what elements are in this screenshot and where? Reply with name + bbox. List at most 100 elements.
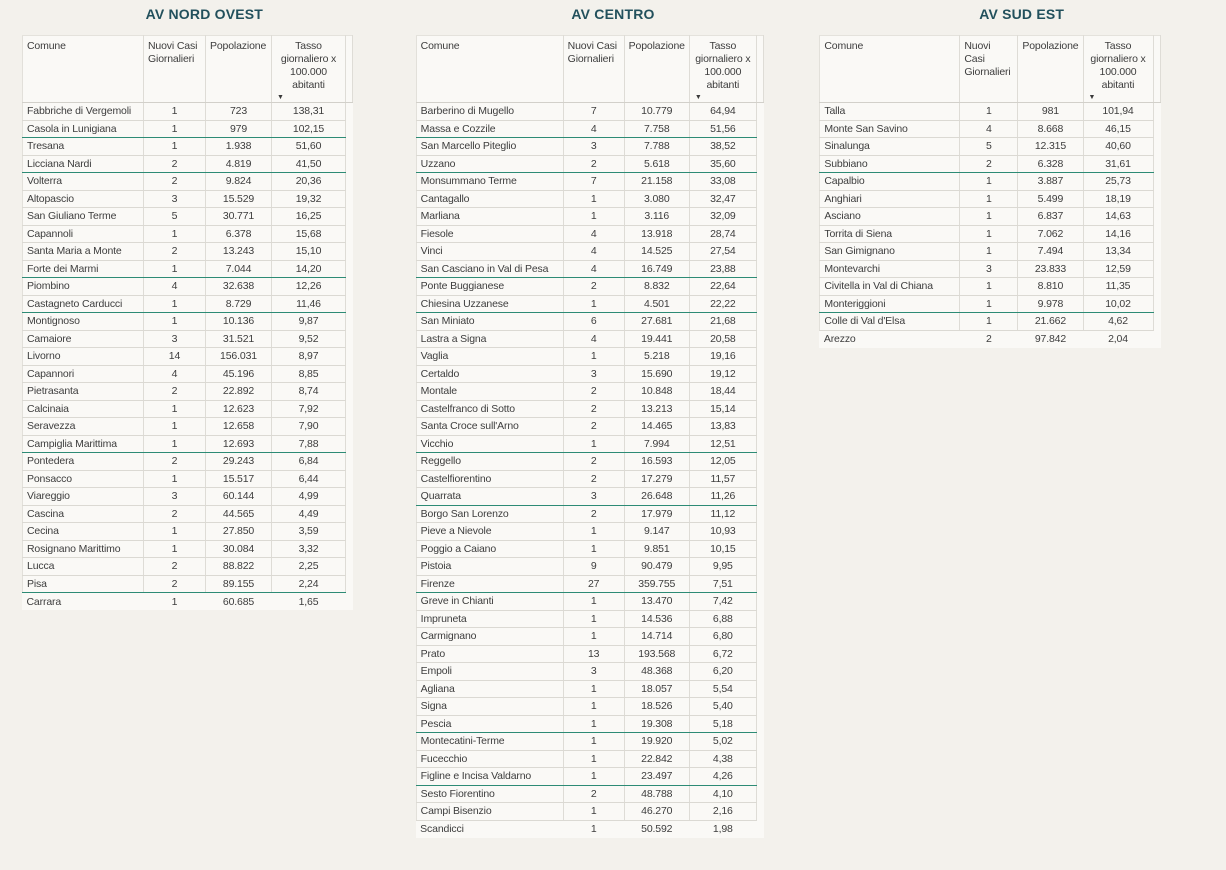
column-header-popolazione[interactable]: Popolazione <box>1017 35 1084 103</box>
table-row[interactable]: Signa 1 18.526 5,40 <box>415 697 763 716</box>
table-row[interactable]: Lucca 2 88.822 2,25 <box>22 557 353 576</box>
table-row[interactable]: Chiesina Uzzanese 1 4.501 22,22 <box>415 295 763 313</box>
table-row[interactable]: Montignoso 1 10.136 9,87 <box>22 312 353 331</box>
table-row[interactable]: Lastra a Signa 4 19.441 20,58 <box>415 330 763 348</box>
table-row[interactable]: Marliana 1 3.116 32,09 <box>415 207 763 226</box>
table-row[interactable]: Pieve a Nievole 1 9.147 10,93 <box>415 522 763 541</box>
table-row[interactable]: Monsummano Terme 7 21.158 33,08 <box>415 172 763 191</box>
table-row[interactable]: San Gimignano 1 7.494 13,34 <box>819 242 1160 261</box>
table-row[interactable]: Vaglia 1 5.218 19,16 <box>415 347 763 366</box>
sort-descending-icon[interactable]: ▼ <box>1088 94 1096 101</box>
table-row[interactable]: Montevarchi 3 23.833 12,59 <box>819 260 1160 278</box>
table-row[interactable]: Fabbriche di Vergemoli 1 723 138,31 <box>22 102 353 121</box>
table-row[interactable]: Ponte Buggianese 2 8.832 22,64 <box>415 277 763 296</box>
table-row[interactable]: Montale 2 10.848 18,44 <box>415 382 763 401</box>
table-row[interactable]: Campiglia Marittima 1 12.693 7,88 <box>22 435 353 453</box>
column-header-tasso[interactable]: Tasso giornaliero x 100.000 abitanti ▼ <box>1083 35 1154 103</box>
table-row[interactable]: Livorno 14 156.031 8,97 <box>22 347 353 366</box>
table-row[interactable]: Firenze 27 359.755 7,51 <box>415 575 763 593</box>
sort-descending-icon[interactable]: ▼ <box>277 94 284 101</box>
table-row[interactable]: Carrara 1 60.685 1,65 <box>23 593 353 611</box>
table-row[interactable]: Casola in Lunigiana 1 979 102,15 <box>22 120 353 138</box>
table-row[interactable]: Anghiari 1 5.499 18,19 <box>819 190 1160 208</box>
table-row[interactable]: Pistoia 9 90.479 9,95 <box>415 557 763 576</box>
column-header-comune[interactable]: Comune <box>415 35 564 103</box>
table-row[interactable]: Colle di Val d'Elsa 1 21.662 4,62 <box>819 312 1160 331</box>
table-row[interactable]: Vicchio 1 7.994 12,51 <box>415 435 763 453</box>
table-row[interactable]: San Marcello Piteglio 3 7.788 38,52 <box>415 137 763 156</box>
table-row[interactable]: Campi Bisenzio 1 46.270 2,16 <box>415 802 763 821</box>
table-row[interactable]: Carmignano 1 14.714 6,80 <box>415 627 763 646</box>
table-row[interactable]: Pescia 1 19.308 5,18 <box>415 715 763 733</box>
table-row[interactable]: Capalbio 1 3.887 25,73 <box>819 172 1160 191</box>
table-row[interactable]: Castelfranco di Sotto 2 13.213 15,14 <box>415 400 763 418</box>
column-header-nuovi-casi[interactable]: Nuovi Casi Giornalieri <box>959 35 1019 103</box>
table-row[interactable]: Talla 1 981 101,94 <box>819 102 1160 121</box>
table-row[interactable]: Cantagallo 1 3.080 32,47 <box>415 190 763 208</box>
table-row[interactable]: Cecina 1 27.850 3,59 <box>22 522 353 541</box>
table-row[interactable]: San Miniato 6 27.681 21,68 <box>415 312 763 331</box>
table-row[interactable]: Pontedera 2 29.243 6,84 <box>22 452 353 471</box>
table-row[interactable]: Poggio a Caiano 1 9.851 10,15 <box>415 540 763 558</box>
table-row[interactable]: Viareggio 3 60.144 4,99 <box>22 487 353 506</box>
table-row[interactable]: Fiesole 4 13.918 28,74 <box>415 225 763 243</box>
table-row[interactable]: Cascina 2 44.565 4,49 <box>22 505 353 523</box>
table-row[interactable]: Fucecchio 1 22.842 4,38 <box>415 750 763 768</box>
column-header-popolazione[interactable]: Popolazione <box>205 35 272 103</box>
table-row[interactable]: Castagneto Carducci 1 8.729 11,46 <box>22 295 353 313</box>
column-header-tasso[interactable]: Tasso giornaliero x 100.000 abitanti ▼ <box>271 35 346 103</box>
table-row[interactable]: Piombino 4 32.638 12,26 <box>22 277 353 296</box>
table-row[interactable]: Impruneta 1 14.536 6,88 <box>415 610 763 628</box>
table-row[interactable]: Monteriggioni 1 9.978 10,02 <box>819 295 1160 313</box>
table-row[interactable]: Barberino di Mugello 7 10.779 64,94 <box>415 102 763 121</box>
table-row[interactable]: Seravezza 1 12.658 7,90 <box>22 417 353 436</box>
table-row[interactable]: Ponsacco 1 15.517 6,44 <box>22 470 353 488</box>
table-row[interactable]: Uzzano 2 5.618 35,60 <box>415 155 763 173</box>
table-row[interactable]: Reggello 2 16.593 12,05 <box>415 452 763 471</box>
column-header-comune[interactable]: Comune <box>22 35 144 103</box>
table-row[interactable]: Santa Maria a Monte 2 13.243 15,10 <box>22 242 353 261</box>
column-header-nuovi-casi[interactable]: Nuovi Casi Giornalieri <box>143 35 206 103</box>
column-header-tasso[interactable]: Tasso giornaliero x 100.000 abitanti ▼ <box>689 35 757 103</box>
table-row[interactable]: Capannoli 1 6.378 15,68 <box>22 225 353 243</box>
table-row[interactable]: Torrita di Siena 1 7.062 14,16 <box>819 225 1160 243</box>
table-row[interactable]: Capannori 4 45.196 8,85 <box>22 365 353 383</box>
table-row[interactable]: Calcinaia 1 12.623 7,92 <box>22 400 353 418</box>
table-row[interactable]: Agliana 1 18.057 5,54 <box>415 680 763 698</box>
table-row[interactable]: Figline e Incisa Valdarno 1 23.497 4,26 <box>415 767 763 786</box>
table-row[interactable]: Vinci 4 14.525 27,54 <box>415 242 763 261</box>
table-row[interactable]: Camaiore 3 31.521 9,52 <box>22 330 353 348</box>
table-row[interactable]: Quarrata 3 26.648 11,26 <box>415 487 763 506</box>
table-row[interactable]: Empoli 3 48.368 6,20 <box>415 662 763 681</box>
table-row[interactable]: Borgo San Lorenzo 2 17.979 11,12 <box>415 505 763 523</box>
table-row[interactable]: Altopascio 3 15.529 19,32 <box>22 190 353 208</box>
table-row[interactable]: Licciana Nardi 2 4.819 41,50 <box>22 155 353 173</box>
sort-descending-icon[interactable]: ▼ <box>694 94 702 101</box>
table-row[interactable]: Scandicci 1 50.592 1,98 <box>416 820 763 838</box>
table-row[interactable]: Civitella in Val di Chiana 1 8.810 11,35 <box>819 277 1160 296</box>
table-row[interactable]: San Giuliano Terme 5 30.771 16,25 <box>22 207 353 226</box>
column-header-nuovi-casi[interactable]: Nuovi Casi Giornalieri <box>563 35 625 103</box>
table-row[interactable]: San Casciano in Val di Pesa 4 16.749 23,88 <box>415 260 763 278</box>
table-row[interactable]: Santa Croce sull'Arno 2 14.465 13,83 <box>415 417 763 436</box>
table-row[interactable]: Prato 13 193.568 6,72 <box>415 645 763 663</box>
table-row[interactable]: Montecatini-Terme 1 19.920 5,02 <box>415 732 763 751</box>
column-header-comune[interactable]: Comune <box>819 35 961 103</box>
table-row[interactable]: Sesto Fiorentino 2 48.788 4,10 <box>415 785 763 803</box>
table-row[interactable]: Pisa 2 89.155 2,24 <box>22 575 353 593</box>
table-row[interactable]: Massa e Cozzile 4 7.758 51,56 <box>415 120 763 138</box>
table-row[interactable]: Pietrasanta 2 22.892 8,74 <box>22 382 353 401</box>
column-header-popolazione[interactable]: Popolazione <box>624 35 690 103</box>
table-row[interactable]: Volterra 2 9.824 20,36 <box>22 172 353 191</box>
table-row[interactable]: Forte dei Marmi 1 7.044 14,20 <box>22 260 353 278</box>
table-row[interactable]: Certaldo 3 15.690 19,12 <box>415 365 763 383</box>
table-row[interactable]: Greve in Chianti 1 13.470 7,42 <box>415 592 763 611</box>
table-row[interactable]: Subbiano 2 6.328 31,61 <box>819 155 1160 173</box>
table-row[interactable]: Asciano 1 6.837 14,63 <box>819 207 1160 226</box>
table-row[interactable]: Arezzo 2 97.842 2,04 <box>820 330 1160 348</box>
table-row[interactable]: Castelfiorentino 2 17.279 11,57 <box>415 470 763 488</box>
table-row[interactable]: Tresana 1 1.938 51,60 <box>22 137 353 156</box>
table-row[interactable]: Rosignano Marittimo 1 30.084 3,32 <box>22 540 353 558</box>
table-row[interactable]: Monte San Savino 4 8.668 46,15 <box>819 120 1160 138</box>
table-row[interactable]: Sinalunga 5 12.315 40,60 <box>819 137 1160 156</box>
